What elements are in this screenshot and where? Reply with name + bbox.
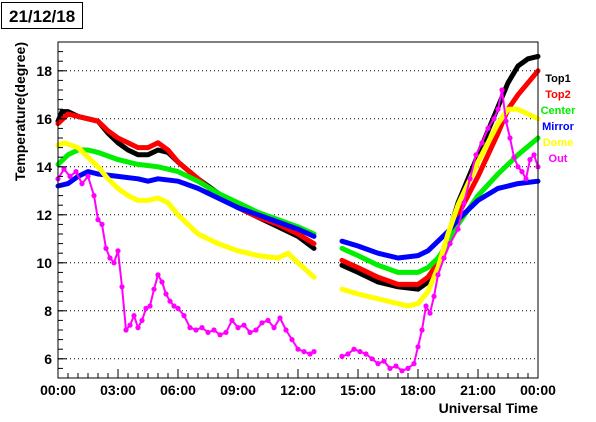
series-line xyxy=(341,89,539,372)
x-tick-label: 09:00 xyxy=(220,382,256,398)
x-tick-label: 00:00 xyxy=(520,382,556,398)
series-line xyxy=(339,178,541,261)
y-tick-label: 12 xyxy=(36,207,52,223)
y-tick-label: 8 xyxy=(44,303,52,319)
chart-title: 21/12/18 xyxy=(1,2,84,29)
series-dome xyxy=(55,106,541,309)
data-series xyxy=(55,53,541,374)
series-top1 xyxy=(55,53,541,292)
legend-entry-out: Out xyxy=(549,153,568,165)
legend: Top1 Top2 Center Mirror Dome Out xyxy=(541,73,577,165)
series-line xyxy=(57,168,315,355)
y-tick-label: 18 xyxy=(36,63,52,79)
series-center xyxy=(55,135,541,275)
x-tick-label: 00:00 xyxy=(40,382,76,398)
series-line xyxy=(55,140,317,280)
legend-entry-mirror: Mirror xyxy=(542,121,575,133)
x-tick-label: 18:00 xyxy=(400,382,436,398)
legend-entry-dome: Dome xyxy=(543,137,574,149)
legend-entry-center: Center xyxy=(541,105,577,117)
legend-entry-top1: Top1 xyxy=(545,73,570,85)
series-mirror xyxy=(55,169,541,261)
axes: 6 8 10 12 14 16 18 00:00 03:00 06:00 09:00 12:00 15:… xyxy=(36,41,556,398)
x-tick-label: 21:00 xyxy=(460,382,496,398)
y-tick-label: 6 xyxy=(44,351,52,367)
x-axis-label: Universal Time xyxy=(439,400,539,416)
legend-entry-top2: Top2 xyxy=(545,89,570,101)
x-tick-label: 06:00 xyxy=(160,382,196,398)
y-tick-label: 10 xyxy=(36,255,52,271)
x-tick-label: 12:00 xyxy=(280,382,316,398)
y-axis-label: Temperature(degree) xyxy=(12,42,28,181)
series-out xyxy=(55,87,541,374)
y-tick-label: 16 xyxy=(36,111,52,127)
x-tick-label: 03:00 xyxy=(100,382,136,398)
x-tick-label: 15:00 xyxy=(340,382,376,398)
y-tick-label: 14 xyxy=(36,159,52,175)
series-line xyxy=(339,135,541,275)
series-line xyxy=(339,106,541,309)
series-line xyxy=(55,169,317,239)
series-line xyxy=(55,109,317,251)
